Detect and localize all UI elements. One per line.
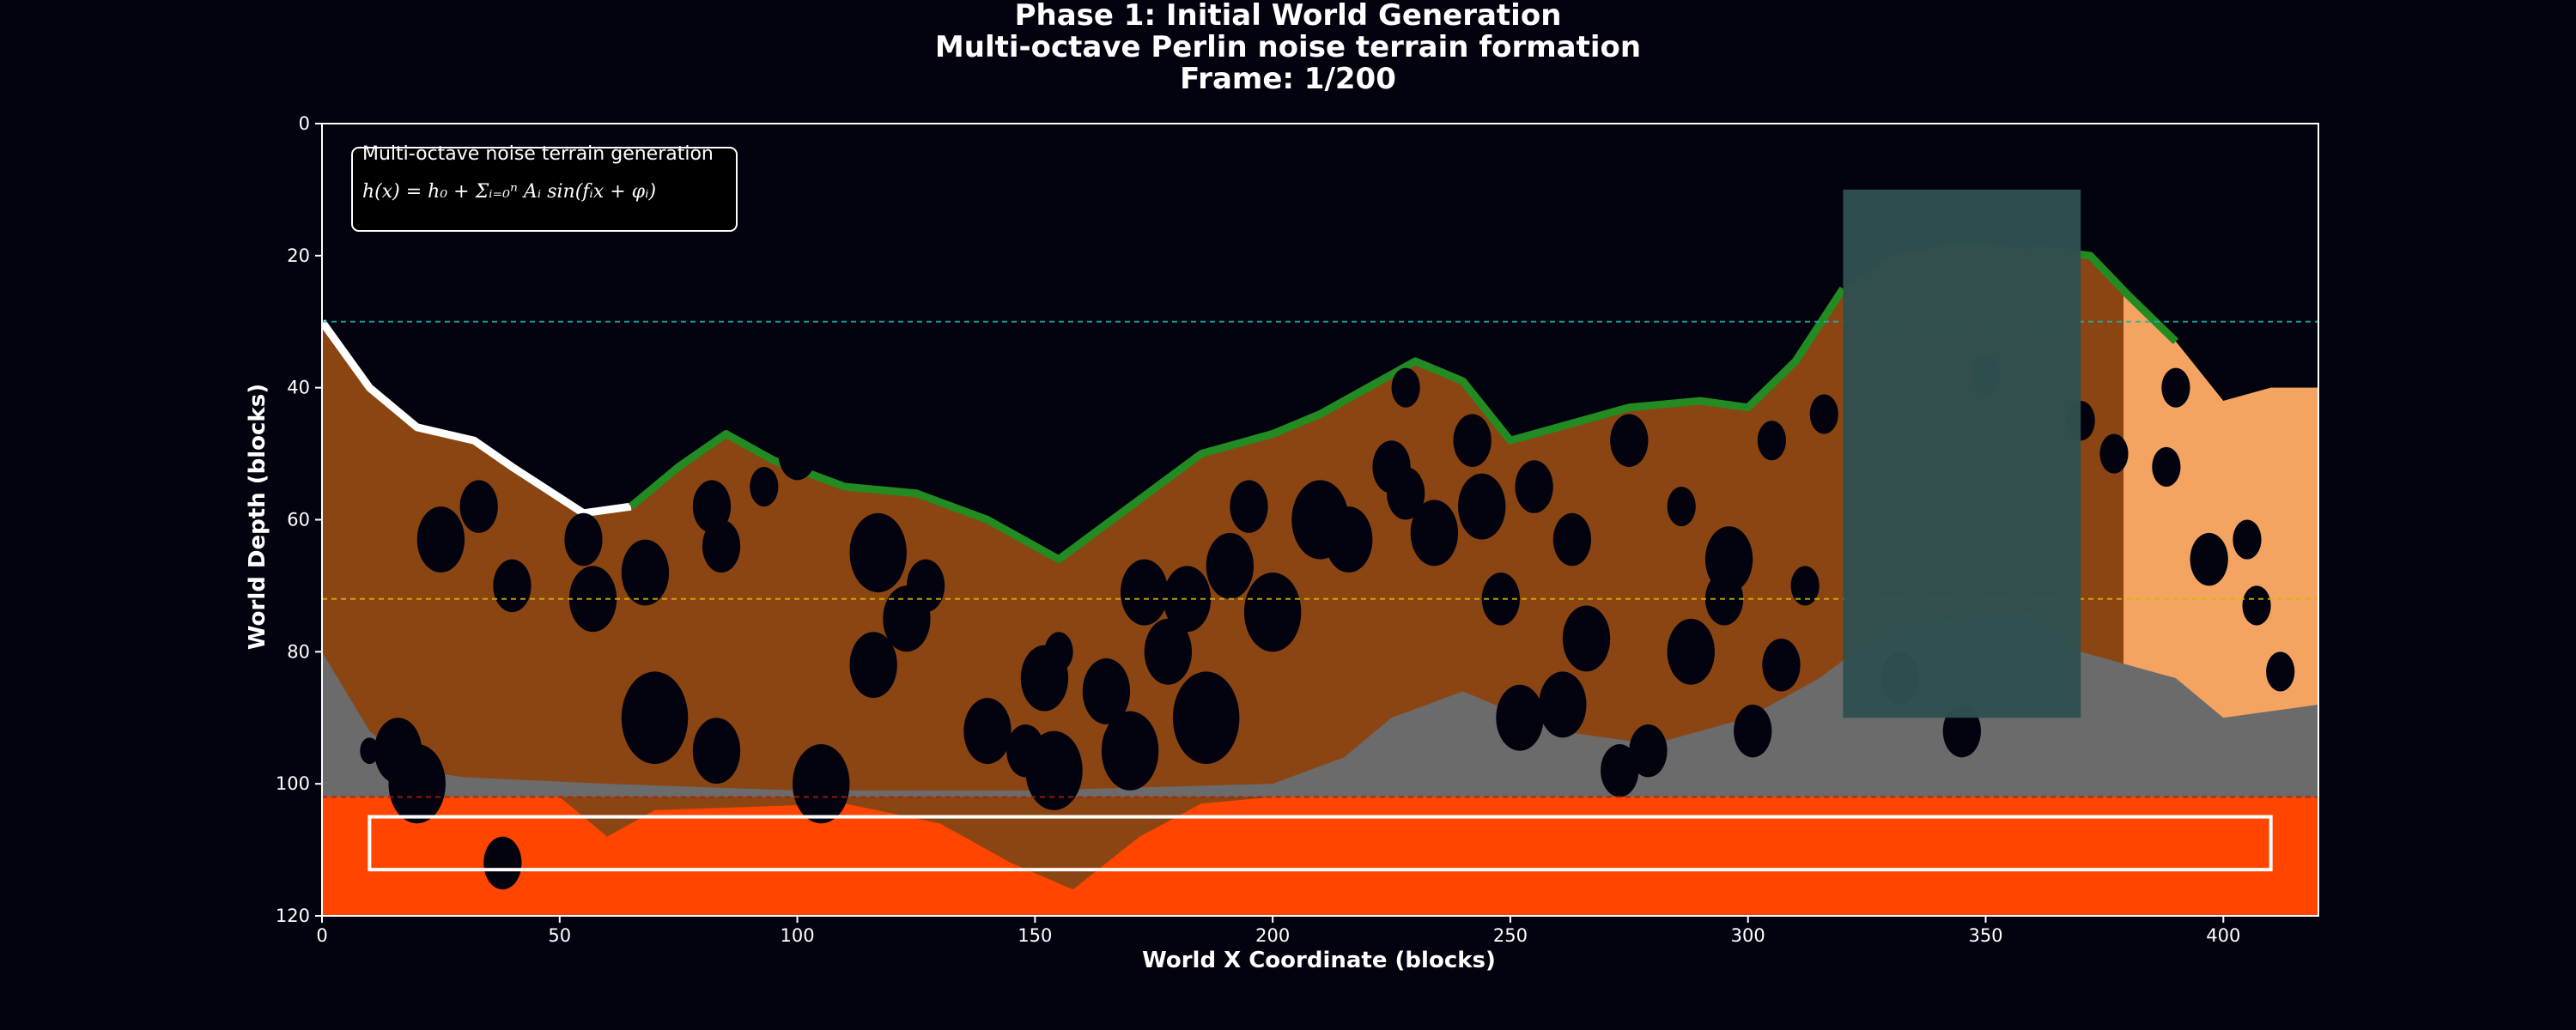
dirt-bulge xyxy=(559,797,1273,890)
y-tick-label: 40 xyxy=(287,378,310,398)
y-axis-label: World Depth (blocks) xyxy=(245,383,270,651)
cave xyxy=(1410,500,1459,566)
y-tick-label: 80 xyxy=(287,641,310,662)
cave xyxy=(1762,638,1801,692)
title-line-2: Multi-octave Perlin noise terrain format… xyxy=(934,30,1642,64)
annotation-box: Multi-octave noise terrain generation h(… xyxy=(351,143,738,232)
cave xyxy=(1458,473,1506,540)
cave xyxy=(1144,618,1193,685)
cave xyxy=(483,836,522,890)
cave xyxy=(1387,466,1425,520)
cave xyxy=(1515,460,1553,513)
cave xyxy=(2233,519,2262,560)
cave xyxy=(1230,480,1268,533)
y-tick-label: 20 xyxy=(287,245,310,266)
chart-title: Phase 1: Initial World Generation Multi-… xyxy=(0,0,2576,95)
cave xyxy=(750,466,779,507)
cave xyxy=(388,744,446,824)
y-tick-label: 60 xyxy=(287,510,310,530)
cave xyxy=(1539,671,1587,738)
title-line-1: Phase 1: Initial World Generation xyxy=(1014,0,1562,33)
annotation-formula: h(x) = h₀ + Σᵢ₌₀ⁿ Aᵢ sin(fᵢx + φᵢ) xyxy=(362,181,656,203)
cave xyxy=(1453,414,1492,467)
cave xyxy=(1481,573,1521,626)
x-tick-label: 100 xyxy=(781,925,815,946)
x-tick-label: 150 xyxy=(1018,925,1052,946)
cave xyxy=(2266,651,2295,692)
cave xyxy=(2161,367,2190,408)
cave xyxy=(2099,433,2129,474)
cave xyxy=(1601,744,1639,797)
cave xyxy=(1044,632,1073,672)
cave xyxy=(1610,414,1649,467)
cave xyxy=(1206,532,1254,599)
cave xyxy=(1325,506,1373,573)
cave xyxy=(778,427,817,481)
cave xyxy=(1082,658,1131,724)
cave xyxy=(849,512,907,593)
cave xyxy=(963,698,1012,765)
cave xyxy=(1121,559,1169,626)
cave xyxy=(360,737,380,765)
cave xyxy=(493,559,532,613)
x-tick-label: 300 xyxy=(1731,925,1765,946)
cave xyxy=(1629,724,1668,778)
axes: 0 50 100 150 200 250 300 350 400 0 20 40 60 80 100 120 xyxy=(276,113,2240,946)
y-tick-label: 0 xyxy=(299,113,310,134)
x-tick-label: 250 xyxy=(1493,925,1528,946)
cave xyxy=(1809,394,1838,434)
cave xyxy=(1496,684,1544,751)
cave xyxy=(621,671,689,765)
title-line-3: Frame: 1/200 xyxy=(1180,62,1396,96)
annotation-title: Multi-octave noise terrain generation xyxy=(362,143,714,165)
cave xyxy=(2152,446,2181,488)
cave xyxy=(416,506,465,573)
cave xyxy=(1704,526,1753,593)
cave xyxy=(621,539,670,606)
x-tick-label: 200 xyxy=(1255,925,1290,946)
overlay-region xyxy=(1843,189,2081,718)
cave xyxy=(906,559,945,613)
cave xyxy=(849,632,897,699)
cave xyxy=(568,566,617,633)
cave xyxy=(1391,367,1420,408)
cave xyxy=(1790,566,1820,606)
cave xyxy=(2190,532,2228,586)
cave xyxy=(793,744,850,824)
snow-cap xyxy=(322,319,632,518)
cave xyxy=(1025,730,1083,810)
cave xyxy=(702,519,741,573)
cave xyxy=(2242,585,2271,626)
highlight-box xyxy=(368,815,2273,872)
y-tick-label: 120 xyxy=(276,906,310,926)
x-tick-label: 350 xyxy=(1968,925,2002,946)
cave xyxy=(564,512,603,566)
x-tick-label: 0 xyxy=(316,925,327,946)
cave xyxy=(1667,618,1715,685)
cave xyxy=(1552,512,1592,566)
overlay-layer xyxy=(322,189,2318,872)
cave xyxy=(1667,487,1696,527)
cave xyxy=(1172,671,1240,765)
x-tick-label: 400 xyxy=(2206,925,2240,946)
cave xyxy=(459,480,498,533)
cave xyxy=(1734,704,1772,758)
cave xyxy=(1101,711,1159,791)
cave xyxy=(692,718,741,785)
x-tick-label: 50 xyxy=(548,925,571,946)
x-axis-label: World X Coordinate (blocks) xyxy=(1142,948,1496,973)
cave xyxy=(1757,421,1786,461)
cave xyxy=(1163,566,1212,633)
y-tick-label: 100 xyxy=(276,773,310,794)
cave xyxy=(1562,605,1611,672)
cave xyxy=(1243,573,1302,652)
